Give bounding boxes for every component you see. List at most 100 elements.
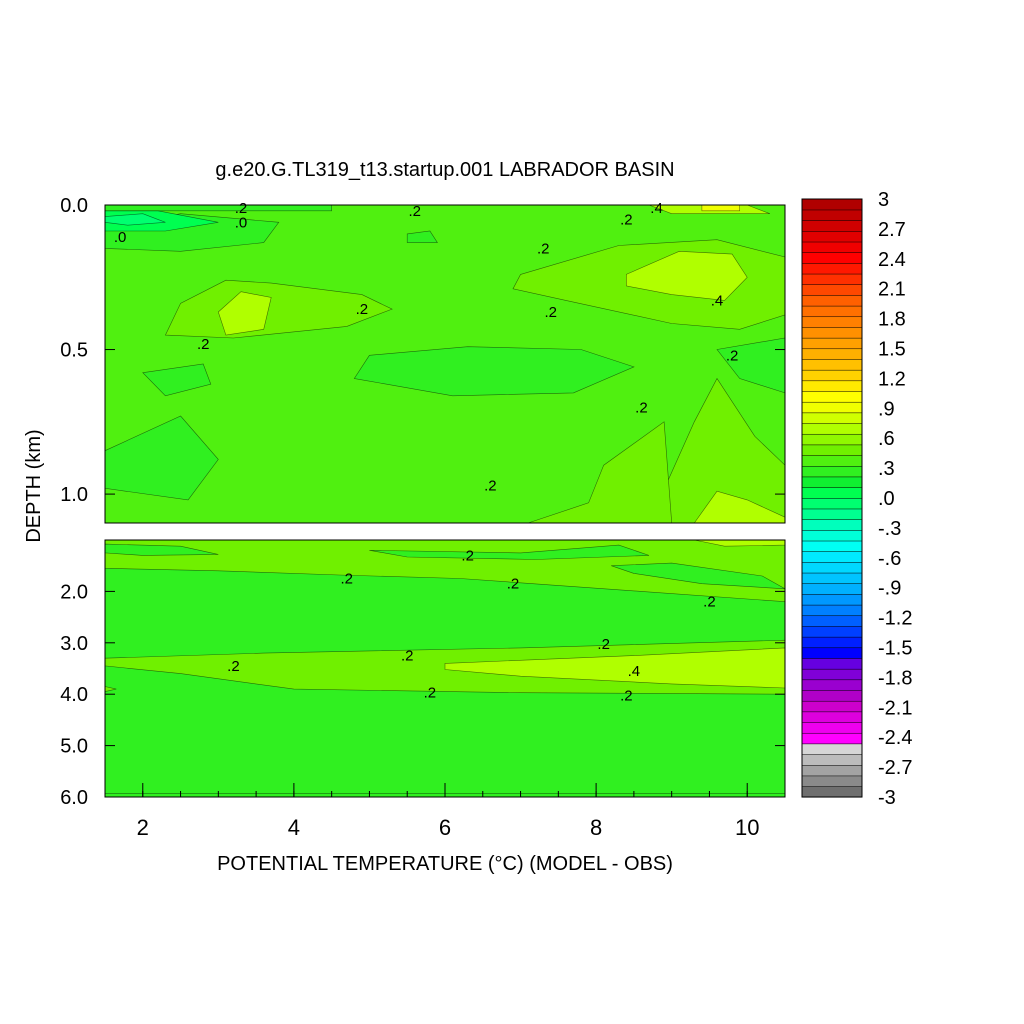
contour-label: .2 bbox=[461, 547, 474, 564]
y-tick-label: 2.0 bbox=[60, 581, 88, 603]
colorbar-swatch bbox=[801, 433, 863, 446]
colorbar-swatch bbox=[801, 487, 863, 499]
colorbar-label: -.3 bbox=[878, 518, 901, 540]
colorbar-swatch bbox=[801, 689, 863, 702]
colorbar-swatch bbox=[801, 358, 863, 371]
colorbar-swatch bbox=[801, 561, 863, 574]
x-tick-label: 8 bbox=[590, 815, 602, 840]
lower-panel: .2 .2 .2 .2 .2 .2 .2 .4 .2 .2 2.0 3.0 4.0 5.0 6.0 bbox=[60, 539, 786, 809]
x-tick-label: 2 bbox=[137, 815, 149, 840]
x-axis: 2 4 6 8 10 bbox=[104, 783, 786, 840]
contour-region bbox=[353, 346, 635, 397]
colorbar-swatch bbox=[801, 273, 863, 285]
contour-region bbox=[142, 363, 212, 397]
contour-label: .2 bbox=[341, 571, 354, 588]
contour-label: .2 bbox=[620, 688, 633, 705]
y-tick-label: 6.0 bbox=[60, 787, 88, 809]
contour-label: .4 bbox=[711, 292, 724, 309]
colorbar-swatch bbox=[801, 369, 863, 382]
colorbar-swatch bbox=[801, 657, 863, 670]
colorbar-label: 2.4 bbox=[878, 249, 906, 271]
colorbar-swatch bbox=[801, 444, 863, 456]
colorbar-label: -2.1 bbox=[878, 697, 912, 719]
colorbar-swatch bbox=[801, 529, 863, 542]
colorbar-label: .0 bbox=[878, 488, 895, 510]
x-tick-label: 6 bbox=[439, 815, 451, 840]
colorbar-label: .3 bbox=[878, 458, 895, 480]
colorbar-swatch bbox=[801, 230, 863, 243]
colorbar-swatch bbox=[801, 252, 863, 264]
colorbar-label: .9 bbox=[878, 398, 895, 420]
colorbar-label: -3 bbox=[878, 787, 896, 809]
colorbar-swatch bbox=[801, 209, 863, 221]
x-tick-label: 4 bbox=[288, 815, 300, 840]
colorbar-frame bbox=[801, 198, 863, 798]
colorbar-swatch bbox=[801, 583, 863, 595]
y-tick-label: 0.5 bbox=[60, 340, 88, 362]
colorbar-swatch bbox=[801, 412, 863, 424]
colorbar-swatch bbox=[801, 775, 863, 787]
colorbar-label: -1.8 bbox=[878, 667, 912, 689]
colorbar-swatch bbox=[801, 423, 863, 435]
colorbar: 3 2.7 2.4 2.1 1.8 1.5 1.2 .9 .6 .3 .0 -.3 -.6 -.9 -1.2… bbox=[801, 189, 912, 809]
x-axis-label: POTENTIAL TEMPERATURE (°C) (MODEL - OBS) bbox=[217, 853, 673, 875]
colorbar-label: 2.1 bbox=[878, 279, 906, 301]
colorbar-swatch bbox=[801, 722, 863, 734]
colorbar-swatch bbox=[801, 743, 863, 755]
contour-label: .2 bbox=[597, 636, 610, 653]
colorbar-label: -2.4 bbox=[878, 727, 912, 749]
y-tick-label: 1.0 bbox=[60, 484, 88, 506]
y-axis-label: DEPTH (km) bbox=[23, 429, 45, 542]
contour-label: .2 bbox=[409, 203, 422, 220]
colorbar-swatch bbox=[801, 700, 863, 713]
colorbar-swatch bbox=[801, 679, 863, 691]
colorbar-swatch bbox=[801, 401, 863, 414]
colorbar-label: -2.7 bbox=[878, 757, 912, 779]
colorbar-label: -.9 bbox=[878, 578, 901, 600]
contour-label: .2 bbox=[484, 477, 497, 494]
colorbar-swatch bbox=[801, 316, 863, 328]
contour-label: .2 bbox=[703, 594, 716, 611]
colorbar-swatch bbox=[801, 519, 863, 531]
colorbar-swatch bbox=[801, 625, 863, 638]
colorbar-swatch bbox=[801, 220, 863, 232]
contour-label: .2 bbox=[537, 240, 550, 257]
y-tick-label: 3.0 bbox=[60, 633, 88, 655]
colorbar-swatch bbox=[801, 284, 863, 296]
contour-label: .2 bbox=[235, 200, 248, 217]
contour-label: .2 bbox=[356, 301, 369, 318]
colorbar-swatch bbox=[801, 390, 863, 403]
colorbar-swatch bbox=[801, 647, 863, 659]
contour-label: .2 bbox=[726, 347, 739, 364]
contour-label: .2 bbox=[401, 648, 414, 665]
contour-label: .2 bbox=[424, 685, 437, 702]
colorbar-swatch bbox=[801, 455, 863, 467]
colorbar-swatch bbox=[801, 604, 863, 617]
colorbar-swatch bbox=[801, 764, 863, 777]
colorbar-label: -.6 bbox=[878, 548, 901, 570]
contour-region bbox=[104, 204, 333, 212]
y-tick-label: 0.0 bbox=[60, 195, 88, 217]
contour-label: .2 bbox=[545, 304, 558, 321]
colorbar-swatch bbox=[801, 497, 863, 510]
colorbar-swatch bbox=[801, 337, 863, 350]
colorbar-swatch bbox=[801, 294, 863, 307]
contour-label: .4 bbox=[628, 663, 641, 680]
colorbar-swatch bbox=[801, 754, 863, 766]
colorbar-label: 1.8 bbox=[878, 309, 906, 331]
colorbar-swatch bbox=[801, 241, 863, 253]
colorbar-swatch bbox=[801, 593, 863, 606]
chart-title: g.e20.G.TL319_t13.startup.001 LABRADOR B… bbox=[215, 159, 674, 181]
colorbar-swatch bbox=[801, 476, 863, 488]
colorbar-label: .6 bbox=[878, 428, 895, 450]
x-tick-label: 10 bbox=[735, 815, 759, 840]
colorbar-swatch bbox=[801, 326, 863, 339]
contour-label: .2 bbox=[635, 399, 648, 416]
y-tick-label: 5.0 bbox=[60, 736, 88, 758]
contour-region bbox=[406, 230, 438, 243]
colorbar-swatch bbox=[801, 711, 863, 723]
colorbar-label: -1.2 bbox=[878, 608, 912, 630]
colorbar-swatch bbox=[801, 465, 863, 478]
colorbar-swatch bbox=[801, 305, 863, 318]
contour-label: .0 bbox=[235, 214, 248, 231]
